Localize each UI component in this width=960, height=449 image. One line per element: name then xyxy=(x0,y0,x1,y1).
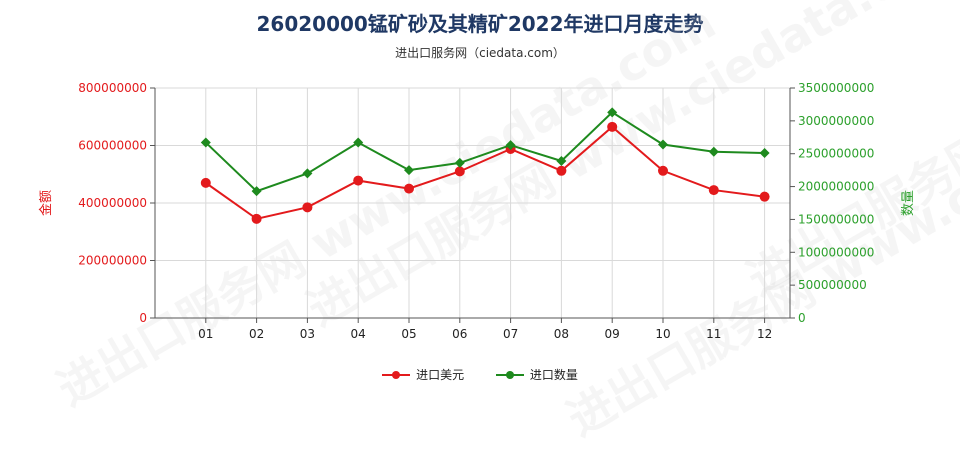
left-tick-label: 0 xyxy=(139,311,147,325)
right-axis-title: 数量 xyxy=(901,190,916,216)
series-layer xyxy=(200,107,770,224)
legend-label-amount: 进口美元 xyxy=(416,368,465,382)
x-tick-label: 12 xyxy=(757,327,772,341)
x-tick-label: 07 xyxy=(503,327,518,341)
right-tick-label: 2000000000 xyxy=(798,180,874,194)
data-point-quantity xyxy=(454,157,465,168)
x-tick-label: 06 xyxy=(452,327,467,341)
left-tick-label: 200000000 xyxy=(78,254,147,268)
data-point-amount xyxy=(251,213,262,224)
data-point-amount xyxy=(556,165,567,176)
legend-swatch-quantity xyxy=(495,369,524,381)
data-point-quantity xyxy=(353,137,364,148)
data-point-amount xyxy=(759,191,770,202)
x-tick-label: 11 xyxy=(706,327,721,341)
data-point-amount xyxy=(454,166,465,177)
left-tick-label: 600000000 xyxy=(78,139,147,153)
axes-layer: 0200000000400000000600000000800000000050… xyxy=(38,81,916,341)
data-point-quantity xyxy=(404,165,414,176)
x-tick-label: 02 xyxy=(249,327,264,341)
left-tick-label: 400000000 xyxy=(78,196,147,210)
left-tick-label: 800000000 xyxy=(78,81,147,95)
data-point-quantity xyxy=(607,107,618,118)
x-tick-label: 04 xyxy=(351,327,366,341)
right-tick-label: 3000000000 xyxy=(798,114,874,128)
data-point-quantity xyxy=(302,168,313,179)
right-tick-label: 500000000 xyxy=(798,278,867,292)
data-point-amount xyxy=(404,183,414,194)
right-tick-label: 2500000000 xyxy=(798,147,874,161)
data-point-quantity xyxy=(200,137,211,148)
series-line-amount xyxy=(205,125,765,220)
chart-title: 26020000锰矿砂及其精矿2022年进口月度走势 xyxy=(256,12,704,36)
data-point-amount xyxy=(302,202,313,213)
x-tick-label: 03 xyxy=(300,327,315,341)
left-axis-title: 金额 xyxy=(38,190,54,216)
x-tick-label: 09 xyxy=(605,327,620,341)
right-tick-label: 1000000000 xyxy=(798,245,874,259)
x-tick-label: 01 xyxy=(198,327,213,341)
legend-item-amount[interactable]: 进口美元 xyxy=(382,366,464,383)
data-point-quantity xyxy=(759,148,770,159)
legend: 进口美元 进口数量 xyxy=(0,366,960,384)
data-point-quantity xyxy=(505,140,516,151)
data-point-amount xyxy=(200,177,211,188)
x-tick-label: 05 xyxy=(401,327,416,341)
right-tick-label: 0 xyxy=(798,311,806,325)
grid-layer xyxy=(155,87,790,319)
data-point-amount xyxy=(658,165,668,176)
data-point-quantity xyxy=(708,146,719,157)
legend-item-quantity[interactable]: 进口数量 xyxy=(495,366,578,383)
x-tick-label: 10 xyxy=(655,327,670,341)
chart-subtitle: 进出口服务网（ciedata.com） xyxy=(395,46,565,60)
series-line-quantity xyxy=(205,111,765,193)
x-tick-label: 08 xyxy=(554,327,569,341)
data-point-amount xyxy=(607,121,618,132)
data-point-amount xyxy=(353,175,364,186)
right-tick-label: 1500000000 xyxy=(798,212,874,226)
right-tick-label: 3500000000 xyxy=(798,81,874,95)
chart-svg: 0200000000400000000600000000800000000050… xyxy=(38,81,916,341)
data-point-quantity xyxy=(556,155,567,166)
data-point-quantity xyxy=(658,139,668,150)
data-point-amount xyxy=(708,185,719,196)
data-point-quantity xyxy=(251,186,262,197)
legend-swatch-amount xyxy=(382,369,411,381)
legend-label-quantity: 进口数量 xyxy=(529,368,578,382)
